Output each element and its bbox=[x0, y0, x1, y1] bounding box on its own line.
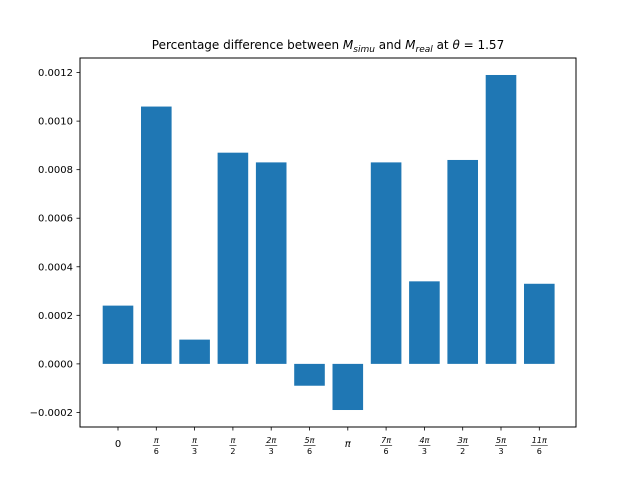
bar bbox=[217, 152, 249, 364]
y-tick-label: 0.0000 bbox=[38, 359, 73, 370]
y-tick-label: 0.0010 bbox=[38, 117, 73, 128]
chart-title-m2-sub: real bbox=[416, 45, 434, 55]
y-tick-label: 0.0012 bbox=[38, 68, 73, 79]
x-tick-label-fraction: 4π3 bbox=[418, 436, 431, 456]
bar bbox=[447, 159, 478, 364]
bar bbox=[179, 339, 210, 364]
y-tick-label: 0.0006 bbox=[38, 214, 73, 225]
x-tick-label-numerator: 2π bbox=[266, 436, 276, 445]
x-tick-label-denominator: 2 bbox=[460, 447, 465, 456]
x-tick-label-denominator: 6 bbox=[154, 447, 159, 456]
x-tick-label-fraction: 3π2 bbox=[456, 436, 469, 456]
x-tick-label: 0 bbox=[115, 439, 121, 450]
x-tick-label-denominator: 3 bbox=[269, 447, 274, 456]
x-tick-label-denominator: 6 bbox=[384, 447, 389, 456]
plot-frame bbox=[79, 57, 577, 428]
x-tick-label-fraction: 5π6 bbox=[303, 436, 316, 456]
x-tick-label-denominator: 3 bbox=[498, 447, 503, 456]
bar bbox=[524, 283, 555, 364]
x-tick-label-fraction: 5π3 bbox=[495, 436, 507, 456]
x-tick-label-fraction: 7π6 bbox=[380, 436, 393, 456]
bar bbox=[370, 162, 402, 364]
x-tick-label-denominator: 2 bbox=[230, 447, 235, 456]
x-tick-label: π bbox=[345, 439, 352, 450]
x-tick-label-fraction: π3 bbox=[191, 436, 199, 456]
bar bbox=[409, 281, 440, 364]
y-axis: −0.0002 0.0000 0.0002 0.0004 0.0006 0.0008 0.0… bbox=[30, 68, 80, 419]
x-tick-label-numerator: π bbox=[154, 436, 159, 445]
bars-group bbox=[102, 74, 555, 411]
chart-title-theta: θ bbox=[452, 38, 460, 52]
y-tick-label: −0.0002 bbox=[30, 408, 73, 419]
x-tick-label-numerator: 5π bbox=[496, 436, 506, 445]
x-tick-label-denominator: 6 bbox=[307, 447, 312, 456]
x-tick-label-denominator: 3 bbox=[422, 447, 427, 456]
x-tick-label-fraction: 2π3 bbox=[265, 436, 278, 456]
bar bbox=[485, 74, 517, 364]
y-tick-label: 0.0004 bbox=[38, 262, 73, 273]
chart-title-m2: M bbox=[405, 38, 416, 52]
chart-title-theta-value: = 1.57 bbox=[460, 38, 504, 52]
x-tick-label-numerator: π bbox=[192, 436, 197, 445]
x-tick-label-numerator: 5π bbox=[305, 436, 315, 445]
y-tick-label: 0.0002 bbox=[38, 311, 73, 322]
x-tick-label-numerator: 3π bbox=[458, 436, 468, 445]
x-tick-label-fraction: π2 bbox=[229, 436, 237, 456]
x-tick-label-denominator: 6 bbox=[537, 447, 542, 456]
x-tick-label-denominator: 3 bbox=[192, 447, 197, 456]
bar bbox=[332, 363, 364, 411]
chart-title-m1-sub: simu bbox=[353, 45, 375, 55]
chart-title-suffix: at bbox=[433, 38, 453, 52]
x-tick-label-fraction: π6 bbox=[152, 436, 160, 456]
bar bbox=[102, 305, 134, 364]
chart-title-mid: and bbox=[375, 38, 405, 52]
chart-title: Percentage difference between Msimu and … bbox=[152, 38, 504, 55]
x-tick-label-numerator: π bbox=[230, 436, 235, 445]
y-tick-label: 0.0008 bbox=[38, 165, 73, 176]
x-tick-label-numerator: 11π bbox=[532, 436, 547, 445]
bar bbox=[294, 363, 325, 386]
x-tick-label-numerator: 4π bbox=[419, 436, 429, 445]
x-tick-label-numerator: 7π bbox=[381, 436, 391, 445]
chart-title-m1: M bbox=[343, 38, 354, 52]
chart-title-prefix: Percentage difference between bbox=[152, 38, 343, 52]
bar bbox=[141, 106, 172, 364]
bar bbox=[255, 162, 287, 364]
